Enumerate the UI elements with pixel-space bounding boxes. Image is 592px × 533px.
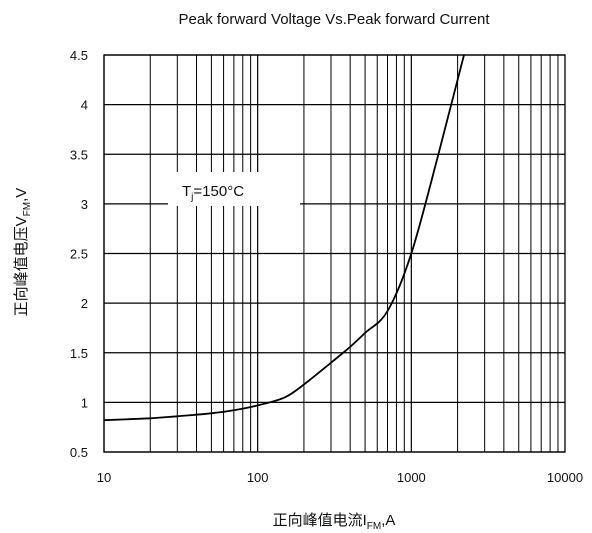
plot-frame — [103, 54, 566, 453]
annotation-sub: j — [190, 192, 193, 203]
y-tick-label: 4 — [81, 98, 88, 113]
y-tick-label: 0.5 — [70, 445, 88, 460]
series-group — [103, 54, 465, 422]
annotation-background — [168, 172, 300, 206]
chart-title: Peak forward Voltage Vs.Peak forward Cur… — [179, 11, 491, 28]
annotation-tail: =150°C — [193, 183, 244, 200]
y-tick-label: 3 — [81, 197, 88, 212]
y-tick-label: 1 — [81, 395, 88, 410]
x-axis-label-sub: FM — [367, 521, 381, 532]
x-tick-label: 1000 — [397, 470, 426, 485]
x-tick-label: 10000 — [547, 470, 583, 485]
y-tick-label: 1.5 — [70, 346, 88, 361]
y-tick-label: 4.5 — [70, 48, 88, 63]
y-tick-label: 3.5 — [70, 147, 88, 162]
y-tick-label: 2 — [81, 296, 88, 311]
y-tick-label: 2.5 — [70, 247, 88, 262]
grid — [103, 54, 565, 453]
series-line — [103, 54, 465, 422]
y-axis-label-sub: FM — [22, 202, 33, 216]
x-axis-label-main: 正向峰值电流I — [273, 512, 367, 529]
x-tick-label: 10 — [97, 470, 111, 485]
y-axis-label: 正向峰值电压VFM,V — [13, 188, 33, 317]
y-axis-label-tail: ,V — [13, 188, 30, 202]
tick-labels: 10 100 1000 10000 0.5 1 1.5 2 2.5 3 3.5 4 4.5 — [70, 48, 583, 485]
y-axis-label-main: 正向峰值电压V — [13, 216, 30, 316]
annotation-label: Tj=150°C — [182, 183, 244, 203]
x-axis-label-tail: ,A — [381, 512, 395, 529]
annotation-main: T — [182, 183, 191, 200]
x-axis-label: 正向峰值电流IFM,A — [273, 512, 396, 532]
x-tick-label: 100 — [247, 470, 269, 485]
